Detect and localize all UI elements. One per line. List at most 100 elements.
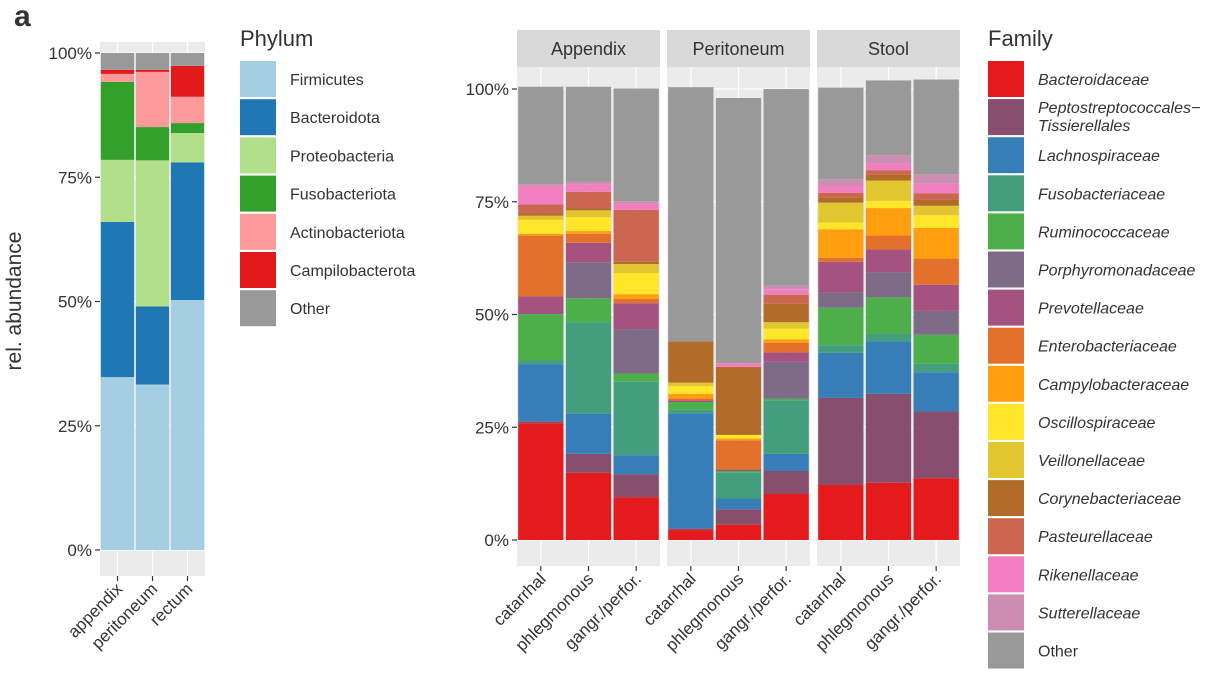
bar-segment-peritoneum-phlegmonous-bacteroidaceae [715,524,762,540]
bar-segment-stool-phlegmonous-rikenellaceae [865,163,912,171]
bar-segment-stool-gangr-perfor-lachnospiraceae [913,372,959,412]
bar-segment-appendix-gangr-perfor-ruminococcaceae [613,373,659,382]
bar-segment-appendix-catarrhal-bacteroidaceae [518,423,564,540]
bar-segment-appendix-catarrhal-veillonellaceae [518,215,564,220]
bar-segment-peritoneum-phlegmonous-oscillospiraceae [715,434,762,439]
bar-segment-appendix-phlegmonous-veillonellaceae [565,210,612,218]
bar-segment-rectum-campilobacterota [170,65,205,97]
bar-segment-appendix-campilobacterota [100,69,135,74]
legend-label-rikenellaceae: Rikenellaceae [1038,567,1139,584]
bar-segment-peritoneum-other [135,53,170,70]
bar-segment-appendix-phlegmonous-bacteroidaceae [565,472,612,540]
bar-segment-peritoneum-catarrhal-oscillospiraceae [668,386,714,394]
bar-segment-stool-catarrhal-fusobacteriaceae [818,345,864,353]
phylum-legend: Firmicutes Bacteroidota Proteobacteria Fuso… [240,61,416,327]
y-axis-label: rel. abundance [3,232,26,371]
family-chart: Appendixcatarrhalphlegmonousgangr./perfo… [466,26,1200,669]
bar-segment-stool-gangr-perfor-prevotellaceae [913,284,959,311]
bar-segment-peritoneum-catarrhal-prevotellaceae [668,400,714,402]
y-tick-label: 75% [58,168,92,187]
bar-segment-appendix-gangr-perfor-fusobacteriaceae [613,381,659,456]
bar-segment-peritoneum-phlegmonous-peptostreptococcales-tissierellales [715,509,762,525]
bar-segment-appendix-catarrhal-enterobacteriaceae [518,235,564,297]
bar-segment-peritoneum-catarrhal-veillonellaceae [668,382,714,387]
bar-segment-appendix-gangr-perfor-porphyromonadaceae [613,329,659,374]
phylum-bars [100,53,205,550]
bar-segment-stool-phlegmonous-enterobacteriaceae [865,235,912,250]
bar-segment-peritoneum-gangr-perfor-rikenellaceae [763,289,809,295]
legend-label-bacteroidota: Bacteroidota [290,110,380,127]
bar-segment-stool-gangr-perfor-veillonellaceae [913,205,959,216]
bar-segment-peritoneum-actinobacteriota [135,71,170,128]
legend-label-ruminococcaceae: Ruminococcaceae [1038,224,1170,241]
legend-swatch-ruminococcaceae [988,213,1024,250]
bar-segment-peritoneum-bacteroidota [135,306,170,385]
bar-segment-peritoneum-gangr-perfor-sutterellaceae [763,285,809,290]
legend-label-firmicutes: Firmicutes [290,72,364,89]
bar-segment-appendix-catarrhal-other [518,86,564,185]
y-tick-label: 50% [58,293,92,312]
bar-segment-peritoneum-phlegmonous-enterobacteriaceae [715,440,762,470]
bar-segment-stool-gangr-perfor-ruminococcaceae [913,334,959,364]
bar-segment-rectum-fusobacteriota [170,123,205,134]
legend-label-lachnospiraceae: Lachnospiraceae [1038,148,1160,165]
bar-segment-appendix-phlegmonous-porphyromonadaceae [565,262,612,299]
legend-swatch-firmicutes [240,61,276,97]
legend-swatch-campylobacteraceae [988,365,1024,402]
y-tick-label: 100% [49,44,92,63]
y-tick-label: 75% [475,193,509,212]
bar-segment-appendix-phlegmonous-prevotellaceae [565,242,612,263]
legend-label-prevotellaceae: Prevotellaceae [1038,301,1144,318]
bar-segment-peritoneum-gangr-perfor-campylobacteraceae [763,339,809,343]
bar-segment-appendix-gangr-perfor-corynebacteriaceae [613,261,659,264]
bar-segment-appendix-phlegmonous-peptostreptococcales-tissierellales [565,453,612,473]
legend-label-proteobacteria: Proteobacteria [290,148,394,165]
bar-segment-peritoneum-gangr-perfor-prevotellaceae [763,352,809,362]
legend-label-porphyromonadaceae: Porphyromonadaceae [1038,263,1196,280]
legend-swatch-peptostreptococcales-tissierellales [988,99,1024,136]
bar-segment-peritoneum-catarrhal-peptostreptococcales-tissierellales [668,528,714,531]
legend-swatch-fusobacteriota [240,175,276,212]
bar-segment-appendix-gangr-perfor-pasteurellaceae [613,209,659,262]
bar-segment-stool-phlegmonous-pasteurellaceae [865,170,912,175]
bar-segment-stool-catarrhal-sutterellaceae [818,179,864,186]
facet-strip-label: Appendix [551,39,626,59]
bar-segment-stool-phlegmonous-prevotellaceae [865,249,912,273]
bar-segment-appendix-phlegmonous-ruminococcaceae [565,298,612,323]
y-tick-label: 0% [484,531,509,550]
bar-segment-stool-phlegmonous-lachnospiraceae [865,341,912,394]
legend-swatch-lachnospiraceae [988,137,1024,174]
legend-label-enterobacteriaceae: Enterobacteriaceae [1038,339,1177,356]
bar-segment-stool-gangr-perfor-other [913,79,959,175]
bar-segment-appendix-bacteroidota [100,221,135,378]
bar-segment-peritoneum-proteobacteria [135,160,170,307]
legend-label-campilobacterota: Campilobacterota [290,263,416,280]
bar-segment-stool-gangr-perfor-bacteroidaceae [913,478,959,540]
legend-label-fusobacteriaceae: Fusobacteriaceae [1038,186,1165,203]
bar-segment-stool-gangr-perfor-corynebacteriaceae [913,199,959,206]
bar-segment-appendix-phlegmonous-campylobacteraceae [565,231,612,234]
bar-segment-stool-catarrhal-corynebacteriaceae [818,197,864,203]
bar-segment-appendix-phlegmonous-corynebacteriaceae [565,208,612,211]
bar-segment-appendix-catarrhal-pasteurellaceae [518,204,564,214]
bar-segment-peritoneum-catarrhal-enterobacteriaceae [668,398,714,401]
facet-strip-label: Peritoneum [692,39,784,59]
bar-segment-peritoneum-phlegmonous-ruminococcaceae [715,470,762,473]
bar-segment-stool-catarrhal-pasteurellaceae [818,192,864,198]
bar-segment-appendix-fusobacteriota [100,81,135,160]
legend-swatch-prevotellaceae [988,289,1024,326]
bar-segment-peritoneum-gangr-perfor-fusobacteriaceae [763,400,809,454]
legend-label-fusobacteriota: Fusobacteriota [290,187,396,204]
legend-label-sutterellaceae: Sutterellaceae [1038,605,1140,622]
bar-segment-appendix-catarrhal-peptostreptococcales-tissierellales [518,421,564,424]
bar-segment-stool-phlegmonous-other [865,80,912,156]
bar-segment-stool-phlegmonous-oscillospiraceae [865,200,912,209]
facet-appendix: Appendixcatarrhalphlegmonousgangr./perfo… [489,30,660,655]
legend-label-pasteurellaceae: Pasteurellaceae [1038,529,1153,546]
legend-swatch-bacteroidaceae [988,61,1024,97]
bar-segment-appendix-actinobacteriota [100,73,135,82]
bar-segment-stool-catarrhal-prevotellaceae [818,261,864,293]
bar-segment-stool-catarrhal-peptostreptococcales-tissierellales [818,397,864,485]
bar-segment-peritoneum-catarrhal-campylobacteraceae [668,393,714,399]
